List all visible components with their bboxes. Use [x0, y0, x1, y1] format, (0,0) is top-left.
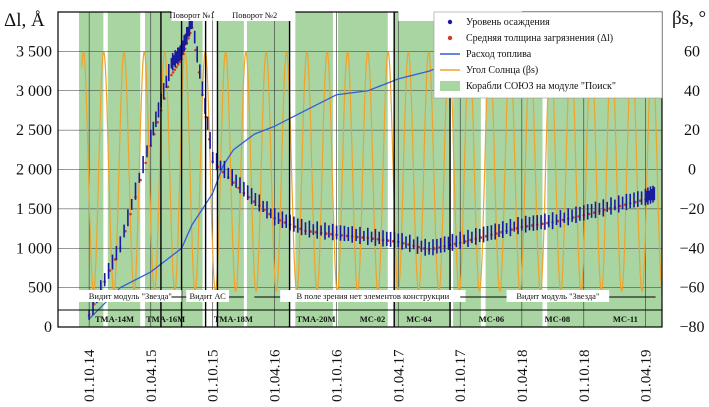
x-tick: 01.04.17 — [391, 349, 407, 402]
y-left-tick: 1 500 — [16, 201, 52, 218]
x-tick: 01.10.14 — [82, 349, 98, 402]
thickness-point — [187, 37, 190, 40]
sun-angle-series — [81, 51, 663, 292]
mission-label: МС-04 — [406, 314, 432, 324]
span-box-0 — [78, 290, 182, 302]
axis-ticks: 0 500 1 000 1 500 2 000 2 500 3 000 3 500 60 40 20… — [4, 8, 706, 402]
thickness-point — [144, 161, 147, 165]
y-left-label: Δl, Å — [4, 10, 45, 31]
legend-entry: Корабли СОЮЗ на модуле "Поиск" — [466, 81, 616, 92]
thickness-point — [194, 48, 197, 52]
y-left-tick: 1 000 — [16, 240, 52, 257]
sun-angle-line — [81, 51, 663, 292]
legend-box — [433, 11, 663, 99]
fuel-line — [88, 54, 461, 320]
thickness-point — [170, 73, 173, 77]
event-lines — [160, 12, 451, 327]
y-right-label: βs, ° — [672, 8, 706, 29]
span-box-1 — [186, 290, 230, 302]
y-left-tick: 2 500 — [16, 122, 52, 139]
legend-entry: Расход топлива — [466, 49, 532, 60]
mission-label: ТМА-20М — [296, 314, 335, 324]
plot-border — [57, 11, 663, 328]
thickness-point — [156, 121, 159, 124]
legend-entry: Уровень осаждения — [466, 17, 550, 28]
plot-frame — [57, 11, 663, 328]
span-label: Видит модуль "Звезда" — [89, 291, 172, 301]
legend: Уровень осаждения Средняя толщина загрязн… — [433, 11, 663, 99]
thickness-point — [166, 85, 170, 89]
mission-label: ТМА-16М — [146, 314, 185, 324]
mission-label: ТМА-14М — [95, 314, 134, 324]
span-label: В поле зрения нет элементов конструкции — [296, 291, 449, 301]
x-tick: 01.04.18 — [515, 350, 531, 403]
rotation-label: Поворот №1 — [169, 10, 214, 20]
rotation-label: Поворот №2 — [232, 10, 277, 20]
mission-label: ТМА-18М — [214, 314, 253, 324]
x-tick: 01.10.17 — [453, 349, 469, 402]
rotation-box-1 — [214, 10, 296, 21]
legend-entry: Средняя толщина загрязнения (Δl) — [466, 33, 613, 44]
span-box-3 — [506, 290, 610, 302]
span-label: Видит модуль "Звезда" — [516, 291, 599, 301]
thickness-point — [173, 68, 177, 72]
y-right-tick: 60 — [684, 43, 700, 60]
rotation-box-0 — [171, 10, 213, 21]
legend-swatch — [440, 81, 460, 91]
y-left-tick: 3 000 — [16, 83, 52, 100]
y-right-tick: −60 — [679, 280, 704, 297]
span-label: Видит АС — [189, 291, 226, 301]
y-right-tick: 0 — [688, 162, 696, 179]
sediment-series — [88, 11, 656, 320]
mission-label: МС-06 — [479, 314, 505, 324]
x-tick: 01.10.18 — [577, 350, 593, 403]
y-left-tick: 500 — [28, 280, 52, 297]
y-right-tick: −80 — [679, 319, 704, 336]
y-left-tick: 0 — [44, 319, 52, 336]
thickness-point — [129, 212, 132, 216]
x-tick: 01.04.19 — [638, 350, 654, 403]
legend-swatch — [447, 19, 453, 25]
x-tick: 01.04.15 — [144, 350, 160, 403]
mission-label: МС-11 — [613, 314, 638, 324]
y-right-tick: 40 — [684, 83, 700, 100]
mission-label: МС-08 — [545, 314, 571, 324]
fuel-series — [88, 54, 461, 320]
mission-label: МС-02 — [360, 314, 386, 324]
y-left-tick: 3 500 — [16, 43, 52, 60]
thickness-point — [171, 71, 175, 74]
legend-entry: Угол Солнца (βs) — [466, 65, 538, 76]
x-tick: 01.10.15 — [206, 350, 222, 403]
y-right-tick: −20 — [679, 201, 704, 218]
span-box-2 — [280, 290, 466, 302]
x-tick: 01.10.16 — [330, 349, 346, 402]
y-right-tick: −40 — [679, 240, 704, 257]
legend-swatch — [447, 35, 453, 41]
x-tick: 01.04.16 — [268, 349, 284, 402]
y-right-tick: 20 — [684, 122, 700, 139]
y-left-tick: 2 000 — [16, 162, 52, 179]
